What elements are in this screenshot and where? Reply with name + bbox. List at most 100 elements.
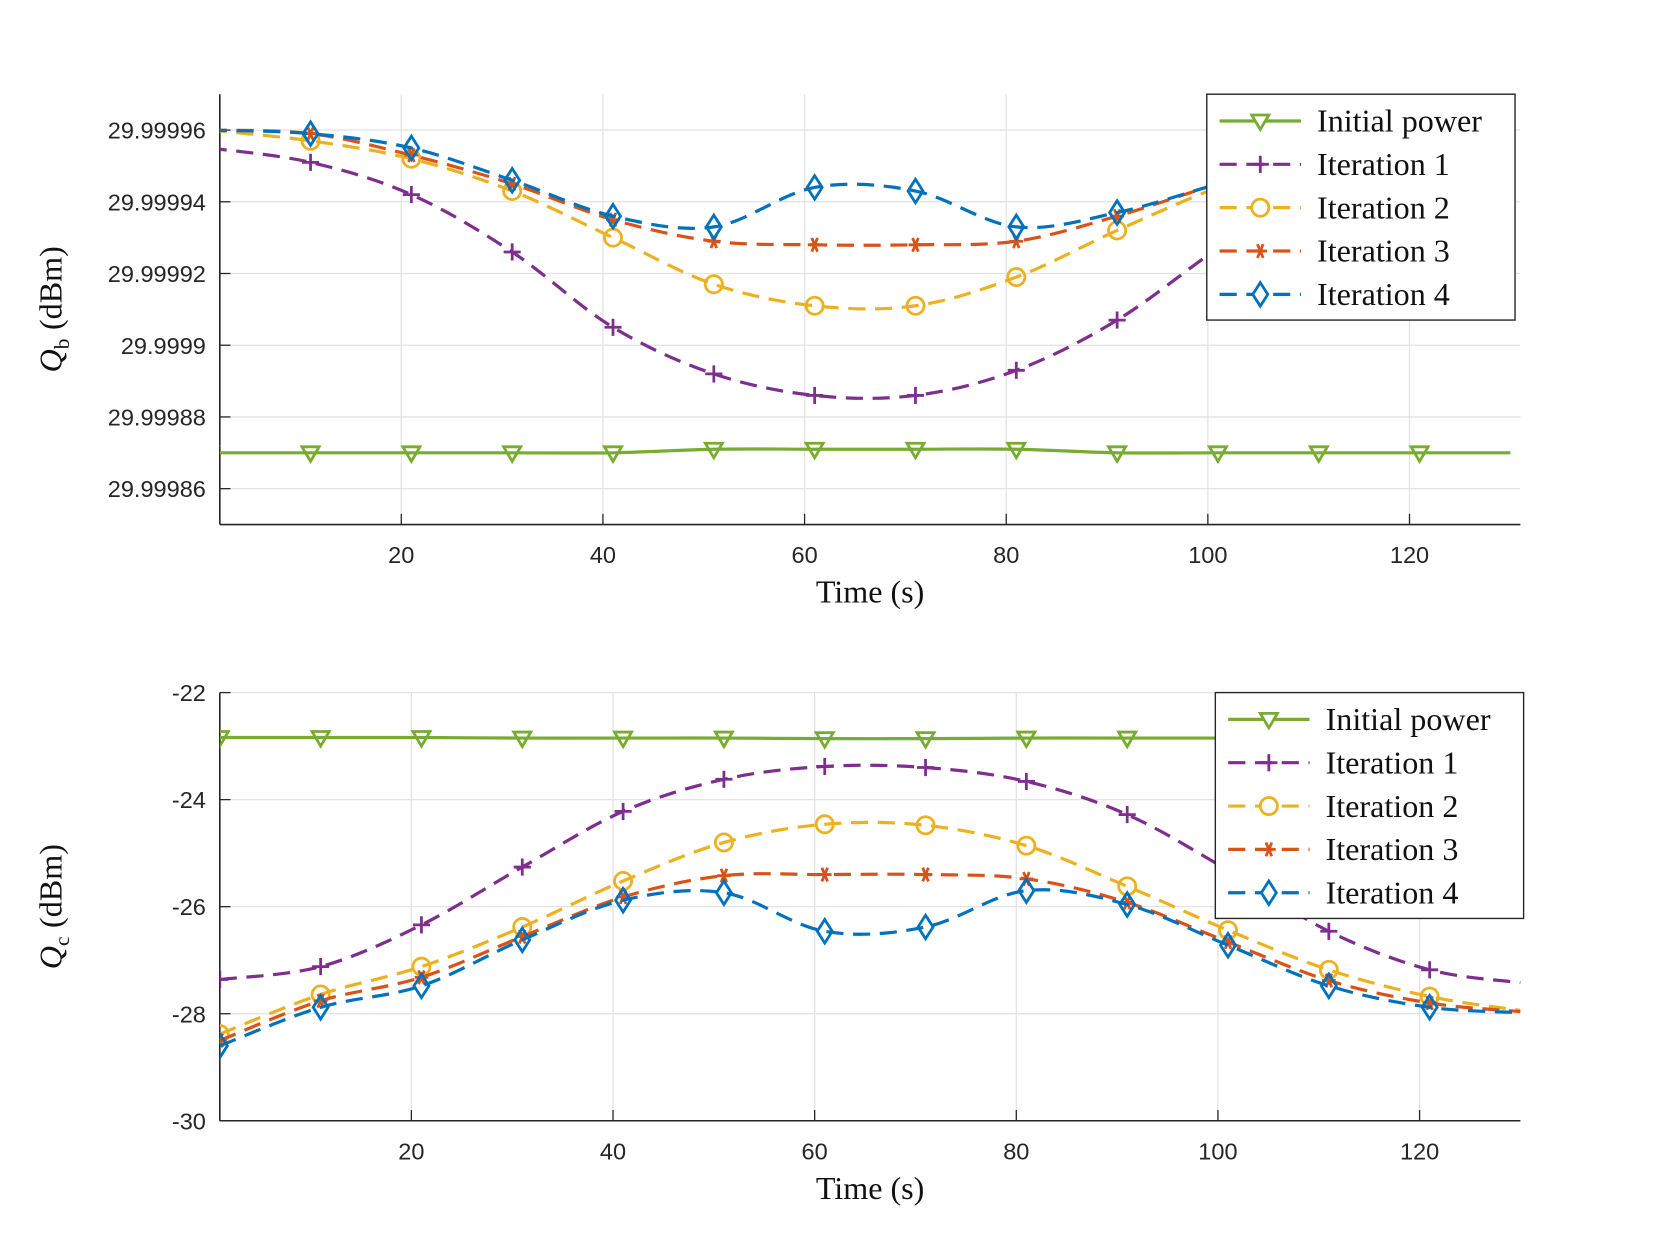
series-marker <box>219 970 229 989</box>
series-marker <box>614 802 632 820</box>
legend-label: Iteration 1 <box>1326 744 1459 780</box>
series-marker <box>1108 311 1126 329</box>
y-label-subscript: c <box>50 937 74 947</box>
series-marker <box>513 858 531 876</box>
legend-label: Iteration 1 <box>1317 146 1450 182</box>
series-marker <box>301 119 320 149</box>
subplot: 20 40 60 80 100 120 -30 -28 -26 -24 -22 Time (s) Qc (… <box>32 680 1525 1206</box>
legend-label: Iteration 4 <box>1317 276 1450 312</box>
series-marker <box>904 441 927 461</box>
series-marker <box>503 165 522 195</box>
series-marker <box>916 758 935 777</box>
x-tick-label: 120 <box>1400 1138 1439 1164</box>
series-marker <box>1318 959 1339 980</box>
series-marker <box>410 730 433 749</box>
series-marker <box>1420 992 1439 1022</box>
x-tick-label: 40 <box>600 1138 626 1164</box>
series-marker <box>602 445 625 465</box>
series-marker <box>613 871 634 891</box>
series-marker <box>813 731 836 750</box>
legend-swatch-marker <box>1257 711 1280 731</box>
series-marker <box>513 925 532 955</box>
legend-swatch-marker <box>1259 878 1278 908</box>
series-line <box>219 763 1521 985</box>
series-marker <box>1319 971 1338 1001</box>
legend-label: Iteration 3 <box>1326 831 1459 867</box>
series-marker <box>501 445 524 465</box>
series-marker <box>604 318 622 336</box>
y-tick-label: -22 <box>172 680 206 706</box>
legend: Initial power Iteration 1 Iteration 2 Itera… <box>1206 93 1516 321</box>
series-marker <box>412 971 431 1001</box>
y-tick-label: 29.9999 <box>121 333 206 359</box>
series-line <box>219 888 1521 1048</box>
series-marker <box>703 274 724 295</box>
series-marker <box>1006 267 1027 288</box>
series-marker <box>715 770 733 788</box>
legend-swatch-marker <box>1250 197 1271 218</box>
y-label-unit: (dBm) <box>32 246 68 330</box>
legend-label: Iteration 2 <box>1317 189 1450 225</box>
legend-label: Iteration 2 <box>1326 788 1459 824</box>
x-axis-label: Time (s) <box>816 1170 925 1206</box>
legend-swatch-marker <box>1251 280 1270 309</box>
series-marker <box>1017 772 1035 790</box>
x-tick-label: 120 <box>1390 542 1429 568</box>
y-axis-label: Qb (dBm) <box>32 246 73 372</box>
series-marker <box>908 237 923 253</box>
series-marker <box>301 153 320 171</box>
series-marker <box>905 295 926 316</box>
legend-swatch-marker <box>1249 113 1272 133</box>
series-marker <box>805 173 824 202</box>
series-marker <box>1218 930 1238 960</box>
series-marker <box>1016 835 1037 856</box>
series-marker <box>219 1024 230 1044</box>
series-line <box>219 872 1521 1042</box>
series-marker <box>704 212 723 242</box>
y-tick-label: 29.99992 <box>108 261 206 287</box>
series-marker <box>603 201 623 231</box>
x-tick-label: 20 <box>398 1138 424 1164</box>
series-line <box>219 128 1511 311</box>
x-tick-label: 80 <box>1003 1138 1029 1164</box>
series-marker <box>1218 920 1238 941</box>
y-label-unit: (dBm) <box>32 844 68 928</box>
x-axis-label: Time (s) <box>816 574 925 610</box>
subplot: 20 40 60 80 100 120 29.99986 29.99988 29.9999 29.… <box>32 93 1521 610</box>
plot-lines <box>219 730 1521 1061</box>
series-marker <box>309 730 332 749</box>
series-marker <box>400 445 423 465</box>
x-tick-label: 60 <box>802 1138 828 1164</box>
plot-lines <box>219 119 1511 465</box>
legend-label: Iteration 4 <box>1326 874 1459 910</box>
series-marker <box>714 878 734 908</box>
x-tick-label: 100 <box>1198 1138 1237 1164</box>
x-tick-label: 100 <box>1188 542 1227 568</box>
series-marker <box>613 885 633 915</box>
legend-label: Initial power <box>1317 103 1482 139</box>
series-marker <box>511 730 534 750</box>
series-marker <box>1007 361 1025 379</box>
series-marker <box>807 237 822 253</box>
series-marker <box>713 832 734 853</box>
series-marker <box>414 969 429 985</box>
x-tick-label: 40 <box>590 542 616 568</box>
series-marker <box>916 912 935 942</box>
legend-swatch-marker <box>1261 842 1276 857</box>
series-marker <box>918 867 933 882</box>
y-tick-label: -26 <box>172 894 206 920</box>
legend-label: Iteration 3 <box>1317 233 1450 269</box>
series-marker <box>814 814 835 835</box>
x-tick-label: 60 <box>791 542 817 568</box>
legend-label: Initial power <box>1326 701 1491 737</box>
y-tick-label: 29.99988 <box>108 405 206 431</box>
y-label-symbol: Q <box>32 349 68 372</box>
legend-swatch-marker <box>1258 796 1279 816</box>
series-marker <box>412 916 431 934</box>
series-marker <box>712 730 735 750</box>
y-tick-label: -24 <box>172 787 206 813</box>
series-marker <box>1107 198 1127 227</box>
series-marker <box>299 445 322 465</box>
series-marker <box>816 757 834 776</box>
